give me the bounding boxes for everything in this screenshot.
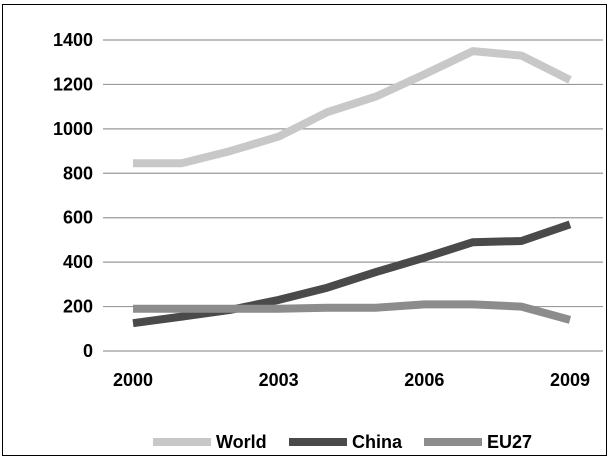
y-axis-ticks: 0 200 400 600 800 1000 1200 1400 [53,30,93,361]
y-tick-label-1400: 1400 [53,30,93,50]
y-tick-label-600: 600 [63,208,93,228]
legend: World China EU27 [153,432,532,452]
x-tick-label-2003: 2003 [259,370,299,390]
y-tick-label-200: 200 [63,297,93,317]
chart-frame: 0 200 400 600 800 1000 1200 1400 2000 2003 2006 20… [2,4,607,456]
y-tick-label-800: 800 [63,163,93,183]
legend-label-eu27: EU27 [487,432,532,452]
series-line-china [132,220,572,328]
y-tick-label-1000: 1000 [53,119,93,139]
y-tick-label-0: 0 [83,341,93,361]
series-line-world [133,47,572,168]
x-tick-label-2006: 2006 [404,370,444,390]
legend-label-china: China [352,432,403,452]
y-tick-label-1200: 1200 [53,74,93,94]
series-lines [132,47,572,328]
x-tick-label-2000: 2000 [113,370,153,390]
y-tick-label-400: 400 [63,252,93,272]
x-axis-ticks: 2000 2003 2006 2009 [113,370,590,390]
legend-label-world: World [216,432,267,452]
series-line-eu27 [133,300,572,324]
x-tick-label-2009: 2009 [550,370,590,390]
